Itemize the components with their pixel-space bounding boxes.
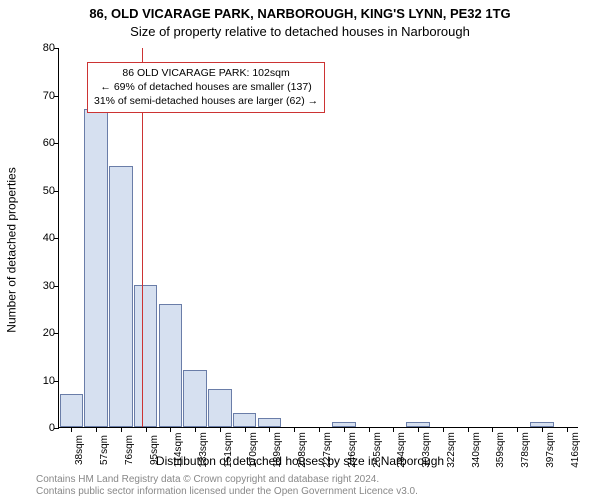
y-tick-label: 30 — [29, 280, 55, 292]
x-tick-mark — [146, 427, 147, 432]
x-tick-mark — [96, 427, 97, 432]
histogram-bar — [60, 394, 84, 427]
x-tick-mark — [344, 427, 345, 432]
annotation-box: 86 OLD VICARAGE PARK: 102sqm← 69% of det… — [87, 62, 325, 113]
x-tick-mark — [319, 427, 320, 432]
histogram-bar — [233, 413, 257, 427]
histogram-bar — [208, 389, 232, 427]
annotation-line: 86 OLD VICARAGE PARK: 102sqm — [94, 66, 318, 80]
y-axis-label: Number of detached properties — [4, 0, 20, 500]
y-tick-mark — [54, 238, 59, 239]
footnote-line2: Contains public sector information licen… — [36, 486, 600, 498]
histogram-bar — [183, 370, 207, 427]
y-tick-label: 50 — [29, 185, 55, 197]
histogram-bar — [159, 304, 183, 428]
x-tick-mark — [170, 427, 171, 432]
x-tick-mark — [393, 427, 394, 432]
annotation-line: 31% of semi-detached houses are larger (… — [94, 94, 318, 108]
x-tick-mark — [542, 427, 543, 432]
x-tick-mark — [492, 427, 493, 432]
x-tick-mark — [71, 427, 72, 432]
y-tick-mark — [54, 96, 59, 97]
chart-container: 86, OLD VICARAGE PARK, NARBOROUGH, KING'… — [0, 0, 600, 500]
y-tick-label: 0 — [29, 422, 55, 434]
annotation-line: ← 69% of detached houses are smaller (13… — [94, 80, 318, 94]
x-tick-mark — [418, 427, 419, 432]
histogram-bar — [109, 166, 133, 427]
plot-area: 0102030405060708038sqm57sqm76sqm95sqm114… — [58, 48, 578, 428]
y-tick-label: 70 — [29, 90, 55, 102]
histogram-bar — [84, 109, 108, 427]
x-tick-mark — [567, 427, 568, 432]
y-tick-label: 80 — [29, 42, 55, 54]
histogram-bar — [258, 418, 282, 428]
y-tick-mark — [54, 428, 59, 429]
x-tick-mark — [121, 427, 122, 432]
footnote: Contains HM Land Registry data © Crown c… — [0, 474, 600, 498]
y-tick-label: 40 — [29, 232, 55, 244]
x-tick-mark — [443, 427, 444, 432]
x-tick-mark — [369, 427, 370, 432]
histogram-bar — [134, 285, 158, 428]
footnote-line1: Contains HM Land Registry data © Crown c… — [36, 474, 600, 486]
y-tick-label: 20 — [29, 327, 55, 339]
y-tick-mark — [54, 191, 59, 192]
x-tick-mark — [468, 427, 469, 432]
chart-title-address: 86, OLD VICARAGE PARK, NARBOROUGH, KING'… — [0, 6, 600, 21]
y-tick-label: 60 — [29, 137, 55, 149]
x-tick-mark — [220, 427, 221, 432]
chart-subtitle: Size of property relative to detached ho… — [0, 24, 600, 39]
x-tick-mark — [517, 427, 518, 432]
x-tick-mark — [294, 427, 295, 432]
x-tick-mark — [269, 427, 270, 432]
y-tick-mark — [54, 381, 59, 382]
x-tick-mark — [245, 427, 246, 432]
y-tick-mark — [54, 286, 59, 287]
y-tick-mark — [54, 48, 59, 49]
y-tick-mark — [54, 333, 59, 334]
y-tick-mark — [54, 143, 59, 144]
y-tick-label: 10 — [29, 375, 55, 387]
x-axis-label: Distribution of detached houses by size … — [0, 454, 600, 468]
x-tick-mark — [195, 427, 196, 432]
